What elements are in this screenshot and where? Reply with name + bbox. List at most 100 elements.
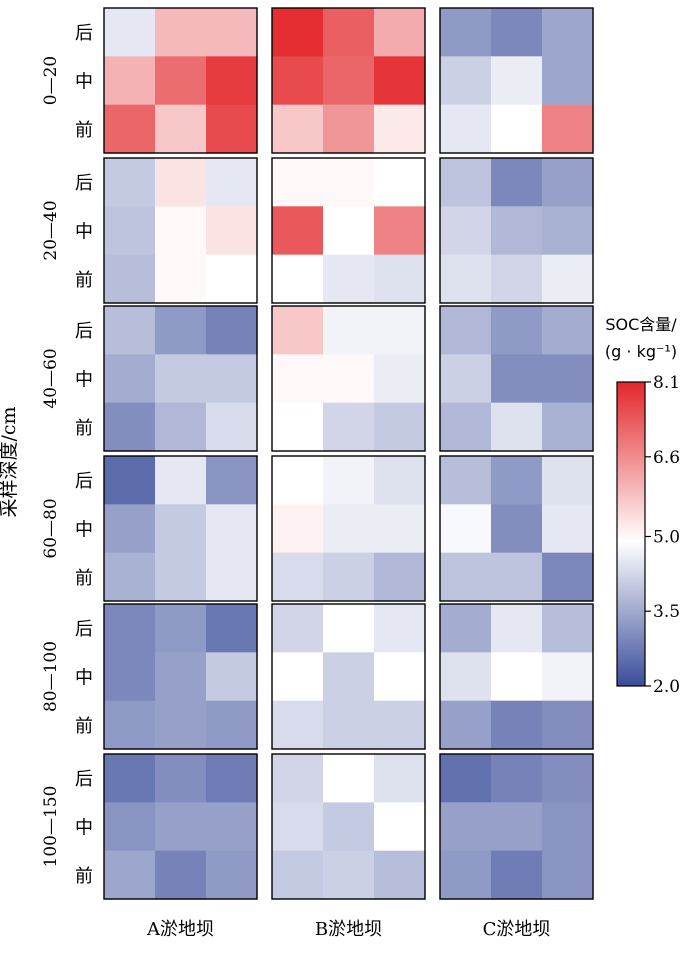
- heatmap-cell: [542, 552, 594, 602]
- heatmap-cell: [374, 158, 426, 207]
- heatmap-cell: [491, 700, 543, 750]
- heatmap-cell: [104, 104, 156, 154]
- heatmap-cell: [323, 402, 375, 452]
- heatmap-cell: [374, 354, 426, 404]
- depth-group-label: 40—60: [41, 348, 61, 408]
- heatmap-cell: [155, 8, 207, 57]
- depth-group-label: 0—20: [41, 56, 61, 105]
- heatmap-cell: [104, 700, 156, 750]
- depth-group-label: 100—150: [41, 786, 61, 868]
- heatmap-cell: [542, 158, 594, 207]
- heatmap-cell: [542, 206, 594, 256]
- panel-frame: [271, 305, 426, 452]
- heatmap-cell: [491, 354, 543, 404]
- panel-frame: [439, 603, 594, 750]
- heatmap-cell: [323, 254, 375, 304]
- heatmap-cell: [491, 504, 543, 554]
- heatmap-cell: [155, 104, 207, 154]
- heatmap-cell: [206, 306, 258, 355]
- heatmap-cell: [542, 8, 594, 57]
- heatmap-cell: [323, 504, 375, 554]
- heatmap-cell: [104, 254, 156, 304]
- heatmap-cell: [491, 850, 543, 900]
- heatmap-cell: [374, 850, 426, 900]
- heatmap-cell: [206, 158, 258, 207]
- heatmap-cell: [272, 402, 324, 452]
- heatmap-cell: [374, 8, 426, 57]
- colorbar-ticks: 8.1 6.6 5.0 3.5 2.0: [645, 373, 680, 697]
- heatmap-cell: [440, 158, 492, 207]
- position-label: 前: [75, 418, 93, 439]
- heatmap-cell: [374, 754, 426, 803]
- heatmap-cell: [440, 652, 492, 702]
- heatmap-cell: [155, 402, 207, 452]
- heatmap-cell: [542, 456, 594, 505]
- heatmap-cell: [440, 206, 492, 256]
- panel-frame: [103, 305, 258, 452]
- heatmap-cell: [491, 254, 543, 304]
- heatmap-cell: [491, 402, 543, 452]
- position-label: 后: [75, 23, 93, 44]
- heatmap-cell: [323, 552, 375, 602]
- heatmap-cell: [272, 206, 324, 256]
- heatmap-cell: [440, 402, 492, 452]
- heatmap-cell: [491, 754, 543, 803]
- heatmap-cell: [155, 604, 207, 653]
- colorbar-scale: [616, 381, 646, 687]
- heatmap-cell: [440, 802, 492, 852]
- heatmap-cell: [323, 604, 375, 653]
- heatmap-cell: [104, 552, 156, 602]
- heatmap-cell: [323, 700, 375, 750]
- heatmap-cell: [104, 354, 156, 404]
- heatmap-cell: [104, 306, 156, 355]
- heatmap-cell: [272, 158, 324, 207]
- position-label: 后: [75, 471, 93, 492]
- depth-group-label: 20—40: [41, 200, 61, 260]
- heatmap-cell: [491, 802, 543, 852]
- heatmap-cell: [206, 552, 258, 602]
- colorbar-title-line2: (g · kg⁻¹): [605, 342, 677, 361]
- heatmap-cell: [374, 552, 426, 602]
- heatmap-cell: [491, 104, 543, 154]
- heatmap-cell: [272, 56, 324, 106]
- heatmap-cell: [104, 8, 156, 57]
- heatmap-cell: [155, 802, 207, 852]
- panels-layer: [103, 7, 594, 900]
- heatmap-cell: [542, 306, 594, 355]
- heatmap-cell: [104, 402, 156, 452]
- colorbar-tick-label: 6.6: [653, 448, 680, 468]
- heatmap-cell: [542, 56, 594, 106]
- heatmap-cell: [374, 456, 426, 505]
- heatmap-cell: [491, 56, 543, 106]
- heatmap-cell: [206, 652, 258, 702]
- position-label: 后: [75, 769, 93, 790]
- heatmap-cell: [155, 504, 207, 554]
- heatmap-cell: [206, 354, 258, 404]
- panel-frame: [271, 455, 426, 602]
- heatmap-cell: [440, 700, 492, 750]
- heatmap-cell: [272, 652, 324, 702]
- panel-frame: [103, 157, 258, 304]
- heatmap-cell: [104, 652, 156, 702]
- heatmap-cell: [206, 850, 258, 900]
- heatmap-cell: [272, 504, 324, 554]
- heatmap-cell: [206, 456, 258, 505]
- position-label: 中: [75, 818, 93, 839]
- heatmap-cell: [374, 254, 426, 304]
- heatmap-cell: [440, 850, 492, 900]
- y-axis-title: 采样深度/cm: [0, 406, 20, 517]
- heatmap-cell: [272, 254, 324, 304]
- heatmap-cell: [491, 158, 543, 207]
- colorbar-tick-label: 3.5: [653, 602, 680, 622]
- dam-label: C淤地坝: [483, 919, 551, 940]
- heatmap-cell: [323, 456, 375, 505]
- heatmap-cell: [491, 456, 543, 505]
- heatmap-cell: [542, 802, 594, 852]
- heatmap-cell: [440, 254, 492, 304]
- heatmap-cell: [104, 158, 156, 207]
- heatmap-cell: [104, 802, 156, 852]
- heatmap-cell: [440, 56, 492, 106]
- position-label: 前: [75, 568, 93, 589]
- heatmap-cell: [155, 850, 207, 900]
